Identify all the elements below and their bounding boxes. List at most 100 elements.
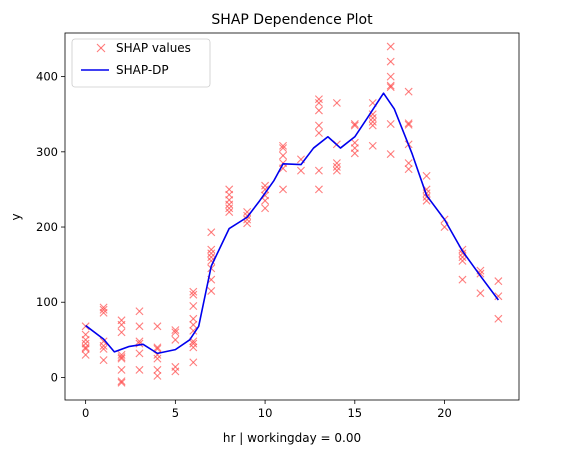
x-tick-label-15: 15 (347, 406, 362, 420)
shap-point-104 (368, 141, 377, 150)
shap-point-113 (404, 119, 413, 128)
shap-point-110 (386, 120, 395, 128)
shap-point-17 (117, 350, 126, 359)
shap-point-46 (189, 326, 198, 335)
shap-point-73 (261, 204, 270, 213)
shap-point-117 (404, 165, 413, 174)
shap-point-12 (99, 344, 108, 353)
shap-point-92 (332, 162, 341, 171)
shap-point-67 (243, 215, 252, 224)
shap-point-74 (279, 141, 288, 150)
y-tick-label-300: 300 (36, 145, 58, 159)
shap-point-50 (189, 358, 198, 367)
plot-background (65, 33, 519, 400)
shap-point-100 (368, 110, 377, 119)
shap-point-53 (207, 249, 216, 258)
shap-point-42 (189, 290, 198, 299)
shap-point-133 (494, 277, 503, 286)
shap-point-30 (153, 343, 162, 352)
shap-point-22 (117, 378, 126, 387)
shap-point-38 (171, 335, 180, 344)
shap-point-49 (189, 343, 198, 352)
shap-point-52 (207, 245, 216, 254)
shap-point-20 (117, 365, 126, 374)
y-tick-label-100: 100 (36, 295, 58, 309)
shap-point-19 (117, 354, 126, 363)
y-tick-label-200: 200 (36, 220, 58, 234)
legend: SHAP values SHAP-DP (71, 38, 211, 88)
shap-point-34 (153, 365, 162, 374)
shap-point-82 (314, 95, 323, 104)
shap-point-85 (314, 121, 323, 130)
shap-point-9 (99, 308, 108, 317)
shap-point-58 (207, 286, 216, 295)
y-tick-label-400: 400 (36, 70, 58, 84)
shap-point-78 (279, 164, 288, 173)
shap-point-21 (117, 377, 126, 386)
y-axis-label: y (9, 213, 23, 220)
shap-point-28 (135, 365, 144, 374)
shap-point-88 (314, 185, 323, 194)
shap-point-135 (494, 314, 503, 323)
shap-point-134 (494, 292, 503, 301)
shap-point-5 (81, 344, 90, 353)
shap-point-70 (261, 185, 270, 194)
shap-point-91 (332, 159, 341, 168)
shap-point-75 (279, 144, 288, 153)
shap-point-89 (332, 98, 341, 107)
shap-point-43 (189, 302, 198, 310)
shap-point-72 (261, 196, 270, 205)
shap-point-40 (171, 367, 180, 376)
shap-point-35 (153, 371, 162, 380)
legend-label-shap-values: SHAP values (116, 41, 191, 55)
x-tick-label-10: 10 (258, 406, 273, 420)
legend-label-shap-dp: SHAP-DP (116, 63, 169, 77)
shap-point-98 (350, 149, 359, 158)
shap-point-79 (279, 185, 288, 194)
shap-point-111 (386, 150, 395, 159)
shap-point-108 (386, 81, 395, 90)
shap-point-105 (386, 42, 395, 51)
shap-point-27 (135, 349, 144, 358)
shap-point-103 (368, 121, 377, 130)
x-axis-label: hr | workingday = 0.00 (223, 431, 361, 445)
shap-point-16 (117, 328, 126, 337)
y-axis-ticks: 0 100 200 300 400 (36, 70, 65, 384)
shap-point-116 (404, 159, 413, 168)
shap-point-69 (261, 181, 270, 190)
shap-point-68 (243, 219, 252, 228)
shap-point-94 (350, 120, 359, 128)
shap-point-45 (189, 320, 198, 329)
y-tick-label-0: 0 (51, 370, 58, 384)
shap-point-33 (153, 354, 162, 363)
shap-point-128 (458, 256, 467, 265)
shap-point-24 (135, 322, 144, 331)
shap-point-63 (225, 204, 234, 213)
shap-point-41 (189, 287, 198, 296)
shap-point-2 (81, 335, 90, 344)
x-tick-label-20: 20 (437, 406, 452, 420)
scatter-points (81, 42, 503, 387)
legend-scatter-marker-icon (96, 43, 106, 53)
shap-point-4 (81, 343, 90, 352)
shap-point-13 (99, 356, 108, 365)
shap-point-44 (189, 314, 198, 323)
shap-point-23 (135, 307, 144, 316)
shap-point-6 (81, 350, 90, 359)
shap-point-37 (171, 328, 180, 337)
shap-point-93 (332, 166, 341, 175)
shap-point-87 (314, 166, 323, 175)
shap-point-102 (368, 117, 377, 126)
shap-point-29 (153, 322, 162, 331)
shap-dp-line (85, 92, 500, 355)
shap-point-114 (404, 120, 413, 129)
x-tick-label-5: 5 (172, 406, 179, 420)
shap-point-11 (99, 341, 108, 350)
shap-point-36 (171, 326, 180, 335)
plot-frame (64, 32, 520, 401)
shap-point-84 (314, 106, 323, 115)
legend-box (71, 38, 211, 88)
shap-point-109 (386, 83, 395, 92)
shap-point-101 (368, 113, 377, 122)
